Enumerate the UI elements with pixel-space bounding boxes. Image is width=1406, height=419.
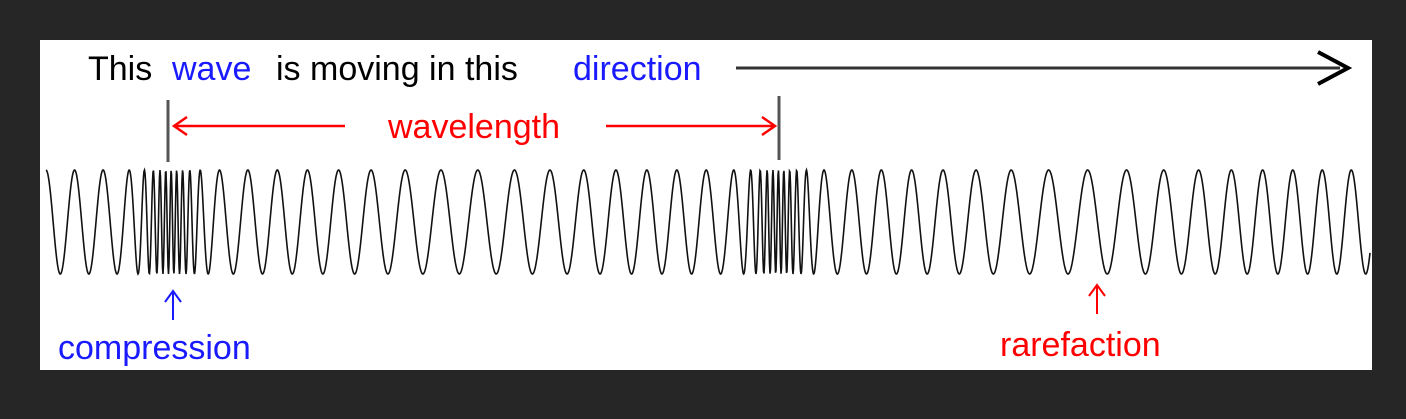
direction-caption-wave: wave — [171, 50, 251, 88]
wavelength-left-arrow-head — [171, 115, 188, 137]
compression-pointer-head — [164, 289, 182, 303]
direction-caption-this: This — [88, 50, 152, 88]
direction-arrow-head — [1317, 50, 1353, 86]
wavelength-label: wavelength — [387, 108, 560, 146]
rarefaction-pointer-head — [1088, 283, 1106, 297]
rarefaction-label: rarefaction — [1000, 326, 1161, 364]
wave-trace — [45, 167, 1371, 276]
compression-label: compression — [58, 329, 251, 367]
wavelength-right-arrow-head — [761, 115, 778, 137]
direction-caption-middle: is moving in this — [276, 50, 518, 88]
diagram-panel — [40, 40, 1372, 370]
direction-caption-direction: direction — [573, 50, 702, 88]
